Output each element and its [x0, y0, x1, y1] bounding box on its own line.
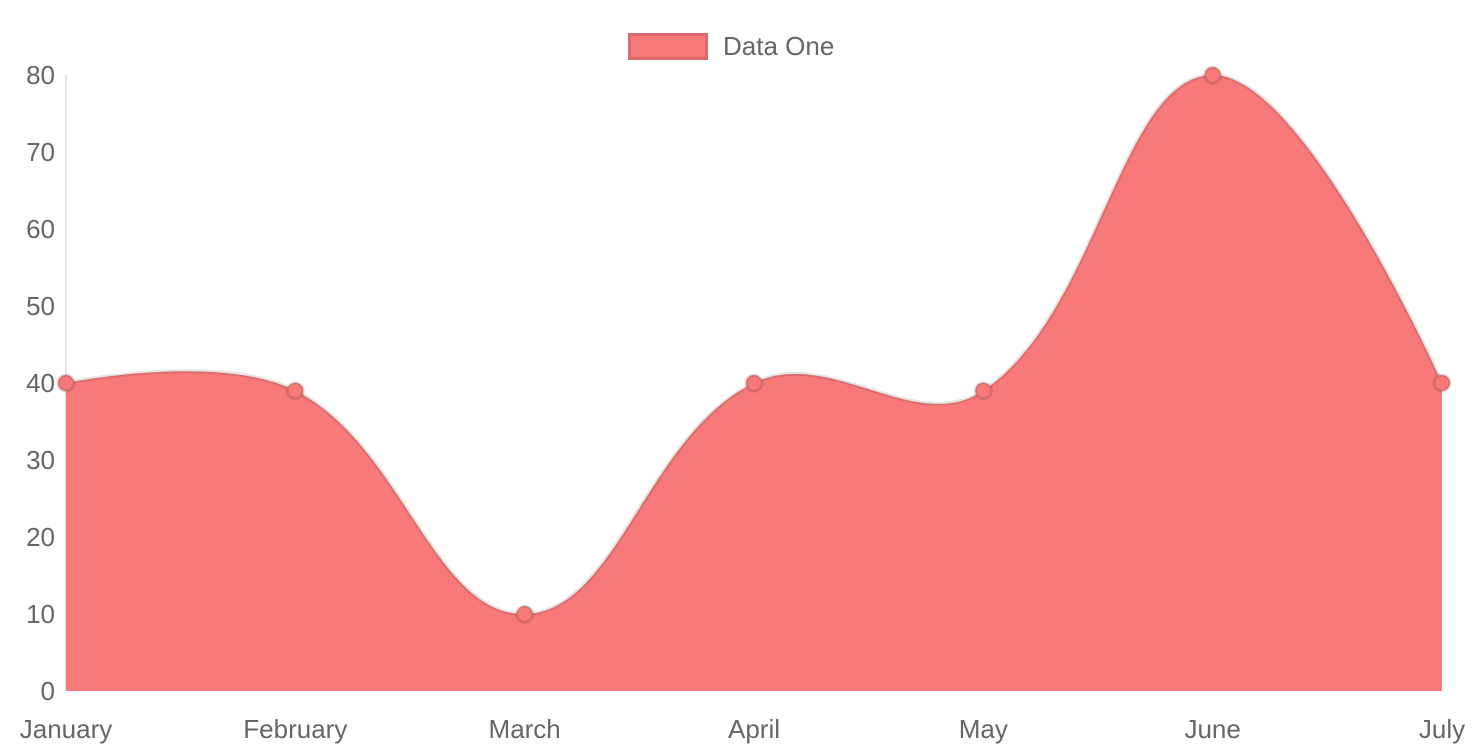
data-point-june[interactable] — [1203, 65, 1223, 85]
data-point-february[interactable] — [285, 381, 305, 401]
y-tick-label: 60 — [26, 214, 55, 244]
legend-swatch — [628, 33, 708, 60]
y-tick-label: 80 — [26, 60, 55, 90]
data-point-january[interactable] — [56, 373, 76, 393]
y-tick-label: 30 — [26, 445, 55, 475]
x-tick-label-february: February — [243, 714, 347, 744]
x-tick-label-may: May — [959, 714, 1008, 744]
chart-legend-item[interactable]: Data One — [628, 33, 834, 60]
y-tick-label: 0 — [41, 676, 55, 706]
data-point-april[interactable] — [744, 373, 764, 393]
y-tick-label: 50 — [26, 291, 55, 321]
area-fill — [66, 74, 1442, 691]
y-tick-label: 70 — [26, 137, 55, 167]
y-tick-label: 20 — [26, 522, 55, 552]
data-point-may[interactable] — [973, 381, 993, 401]
x-tick-label-july: July — [1419, 714, 1465, 744]
legend-label: Data One — [723, 31, 835, 61]
x-tick-label-june: June — [1184, 714, 1240, 744]
data-point-july[interactable] — [1432, 373, 1452, 393]
x-tick-label-april: April — [728, 714, 780, 744]
y-tick-label: 10 — [26, 599, 55, 629]
x-tick-label-march: March — [489, 714, 561, 744]
x-tick-label-january: January — [20, 714, 113, 744]
y-tick-label: 40 — [26, 368, 55, 398]
data-point-march[interactable] — [515, 604, 535, 624]
